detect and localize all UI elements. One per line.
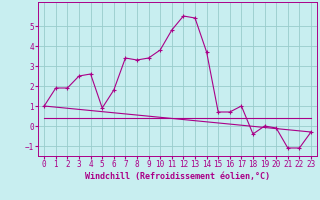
X-axis label: Windchill (Refroidissement éolien,°C): Windchill (Refroidissement éolien,°C) [85,172,270,181]
